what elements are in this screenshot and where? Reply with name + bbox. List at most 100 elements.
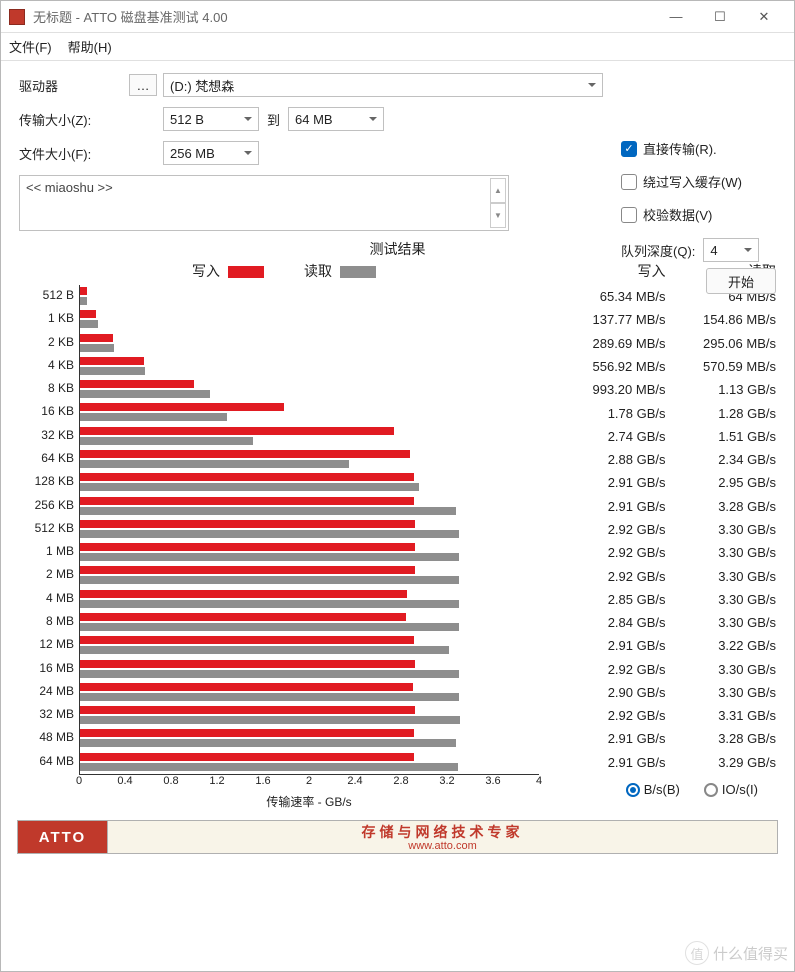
read-value: 3.30 GB/s (666, 662, 777, 677)
chart-row-label: 2 MB (24, 567, 80, 581)
write-value: 2.74 GB/s (555, 429, 666, 444)
direct-io-checkbox[interactable]: ✓ (621, 141, 637, 157)
value-row: 2.92 GB/s3.30 GB/s (555, 564, 776, 587)
read-bar (80, 739, 456, 747)
read-bar (80, 460, 349, 468)
atto-logo: ATTO (18, 821, 108, 853)
read-bar (80, 530, 459, 538)
write-bar (80, 403, 284, 411)
bypass-cache-checkbox[interactable] (621, 174, 637, 190)
read-value: 3.29 GB/s (666, 755, 777, 770)
legend-read-swatch (340, 266, 376, 278)
write-value: 993.20 MB/s (555, 382, 666, 397)
read-value: 3.28 GB/s (666, 731, 777, 746)
value-row: 2.85 GB/s3.30 GB/s (555, 588, 776, 611)
value-row: 2.91 GB/s3.28 GB/s (555, 495, 776, 518)
description-box[interactable]: << miaoshu >> ▲ ▼ (19, 175, 509, 231)
window-title: 无标题 - ATTO 磁盘基准测试 4.00 (33, 7, 654, 26)
read-bar (80, 507, 456, 515)
chart-row: 512 B (80, 285, 539, 308)
read-value: 2.34 GB/s (666, 452, 777, 467)
queue-depth-select[interactable]: 4 (703, 238, 759, 262)
footer: ATTO 存储与网络技术专家 www.atto.com (17, 820, 778, 854)
chart-row: 2 KB (80, 332, 539, 355)
read-bar (80, 297, 87, 305)
read-bar (80, 553, 459, 561)
start-button-label: 开始 (728, 272, 754, 291)
x-axis: 00.40.81.21.622.42.83.23.64 (79, 775, 539, 791)
write-bar (80, 543, 415, 551)
x-tick: 1.2 (209, 775, 224, 787)
value-row: 2.91 GB/s3.29 GB/s (555, 751, 776, 774)
value-row: 2.74 GB/s1.51 GB/s (555, 425, 776, 448)
chart-row: 32 KB (80, 425, 539, 448)
chart-row-label: 4 KB (24, 358, 80, 372)
filesize-select[interactable]: 256 MB (163, 141, 259, 165)
chart-row-label: 16 MB (24, 661, 80, 675)
read-bar (80, 646, 449, 654)
spin-down-button[interactable]: ▼ (490, 203, 506, 228)
read-bar (80, 344, 114, 352)
verify-data-checkbox[interactable] (621, 207, 637, 223)
minimize-button[interactable]: — (654, 2, 698, 32)
close-button[interactable]: ✕ (742, 2, 786, 32)
read-value: 3.30 GB/s (666, 522, 777, 537)
drive-select[interactable]: (D:) 梵想森 (163, 73, 603, 97)
value-row: 2.92 GB/s3.30 GB/s (555, 658, 776, 681)
maximize-button[interactable]: ☐ (698, 2, 742, 32)
transfer-to-select[interactable]: 64 MB (288, 107, 384, 131)
write-bar (80, 566, 415, 574)
chart-row: 8 MB (80, 611, 539, 634)
chart-row-label: 8 KB (24, 381, 80, 395)
write-value: 2.88 GB/s (555, 452, 666, 467)
read-value: 3.30 GB/s (666, 615, 777, 630)
read-value: 1.51 GB/s (666, 429, 777, 444)
chart-row-label: 512 B (24, 288, 80, 302)
chart-row-label: 64 KB (24, 451, 80, 465)
spin-up-button[interactable]: ▲ (490, 178, 506, 203)
chart-row: 64 MB (80, 751, 539, 774)
chart-row: 48 MB (80, 727, 539, 750)
read-bar (80, 623, 459, 631)
write-value: 1.78 GB/s (555, 406, 666, 421)
transfer-from-select[interactable]: 512 B (163, 107, 259, 131)
read-value: 1.28 GB/s (666, 406, 777, 421)
value-row: 2.91 GB/s3.22 GB/s (555, 634, 776, 657)
chart-column: 写入 读取 512 B1 KB2 KB4 KB8 KB16 KB32 KB64 … (19, 261, 549, 810)
chart-row-label: 64 MB (24, 754, 80, 768)
unit-bs-label: B/s(B) (644, 782, 680, 797)
menu-file[interactable]: 文件(F) (9, 37, 52, 56)
unit-bs-radio[interactable] (626, 783, 640, 797)
value-row: 2.84 GB/s3.30 GB/s (555, 611, 776, 634)
read-value: 3.30 GB/s (666, 592, 777, 607)
read-bar (80, 670, 459, 678)
chart-row: 4 MB (80, 588, 539, 611)
drive-browse-button[interactable]: … (129, 74, 157, 96)
chart-row: 512 KB (80, 518, 539, 541)
drive-value: (D:) 梵想森 (170, 76, 234, 95)
read-value: 3.31 GB/s (666, 708, 777, 723)
write-value: 2.91 GB/s (555, 475, 666, 490)
chart-row: 64 KB (80, 448, 539, 471)
write-value: 556.92 MB/s (555, 359, 666, 374)
chart-row-label: 4 MB (24, 591, 80, 605)
read-value: 3.30 GB/s (666, 569, 777, 584)
write-bar (80, 706, 415, 714)
value-row: 2.91 GB/s2.95 GB/s (555, 471, 776, 494)
unit-ios-radio[interactable] (704, 783, 718, 797)
write-bar (80, 753, 414, 761)
menu-help[interactable]: 帮助(H) (68, 37, 112, 56)
start-button[interactable]: 开始 (706, 268, 776, 294)
write-value: 2.84 GB/s (555, 615, 666, 630)
chart-row: 2 MB (80, 564, 539, 587)
write-bar (80, 357, 144, 365)
write-bar (80, 473, 414, 481)
bypass-cache-label: 绕过写入缓存(W) (643, 172, 742, 191)
x-tick: 3.6 (485, 775, 500, 787)
watermark-badge: 值 (685, 941, 709, 965)
value-row: 2.92 GB/s3.31 GB/s (555, 704, 776, 727)
value-row: 289.69 MB/s295.06 MB/s (555, 332, 776, 355)
read-value: 3.22 GB/s (666, 638, 777, 653)
legend-read-label: 读取 (304, 263, 332, 279)
value-row: 993.20 MB/s1.13 GB/s (555, 378, 776, 401)
